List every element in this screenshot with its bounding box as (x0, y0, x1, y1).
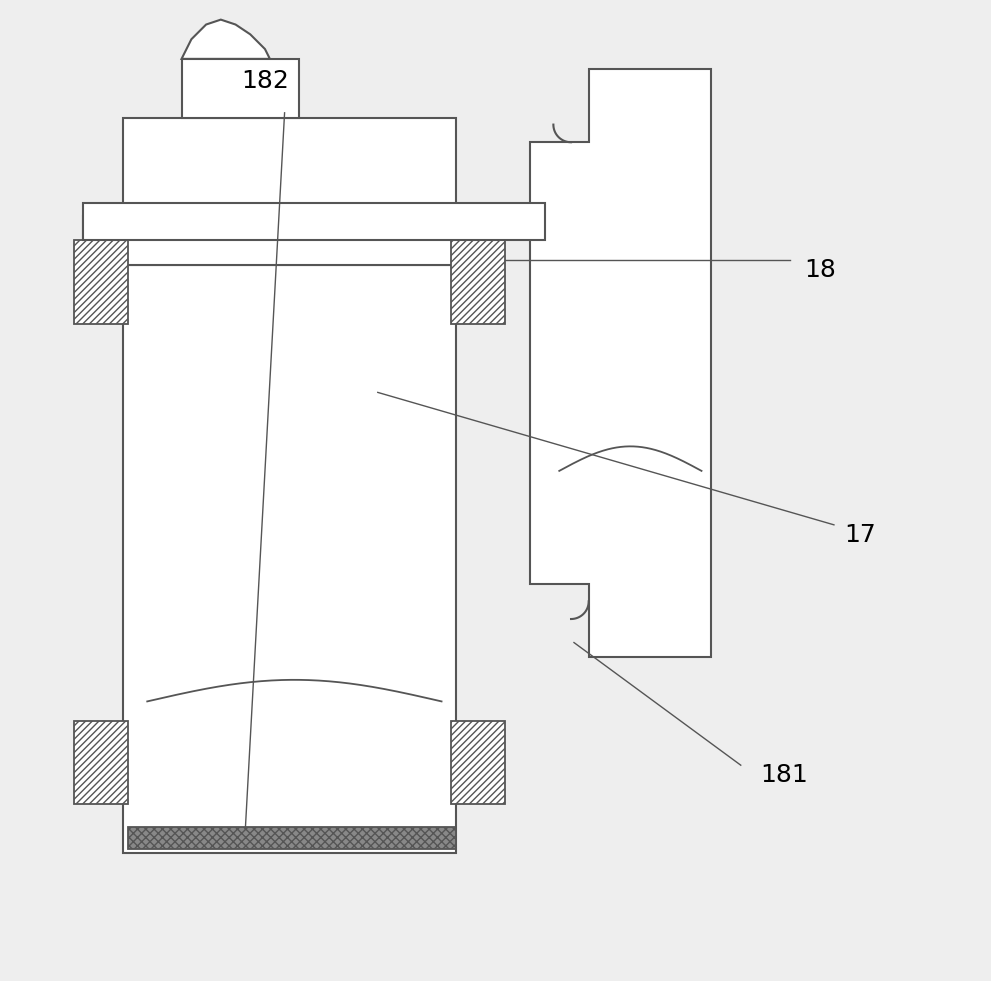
Text: 181: 181 (760, 763, 808, 787)
Text: 17: 17 (843, 523, 875, 546)
Text: 18: 18 (805, 258, 836, 282)
Bar (73, 721, 128, 804)
Bar (451, 240, 505, 324)
Bar (123, 118, 456, 216)
Text: 182: 182 (241, 70, 289, 93)
Polygon shape (181, 20, 270, 59)
Polygon shape (530, 69, 712, 657)
Bar (123, 265, 456, 853)
Bar (83, 216, 496, 265)
Bar (128, 827, 456, 849)
Bar (83, 203, 544, 240)
Bar (451, 721, 505, 804)
Bar (73, 240, 128, 324)
Bar (181, 59, 299, 118)
